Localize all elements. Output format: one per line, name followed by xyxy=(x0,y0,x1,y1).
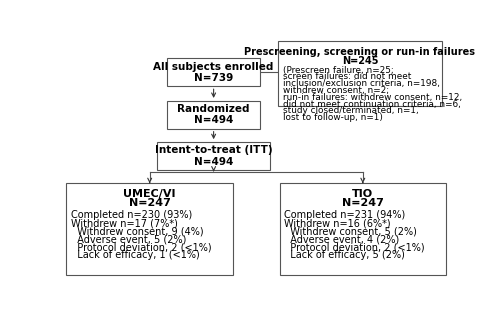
Text: TIO: TIO xyxy=(352,189,374,199)
Text: Withdrew consent, 9 (4%): Withdrew consent, 9 (4%) xyxy=(71,226,204,236)
Bar xyxy=(280,183,446,276)
Text: N=739: N=739 xyxy=(194,73,233,83)
Text: Withdrew consent, 5 (2%): Withdrew consent, 5 (2%) xyxy=(284,226,417,236)
Bar xyxy=(158,142,270,170)
Text: did not meet continuation criteria, n=6,: did not meet continuation criteria, n=6, xyxy=(284,100,461,109)
Text: Adverse event, 5 (2%): Adverse event, 5 (2%) xyxy=(71,234,186,244)
Text: Withdrew n=17 (7%*): Withdrew n=17 (7%*) xyxy=(71,218,178,228)
Text: N=494: N=494 xyxy=(194,157,234,167)
Text: run-in failures: withdrew consent, n=12,: run-in failures: withdrew consent, n=12, xyxy=(284,93,463,102)
Text: N=494: N=494 xyxy=(194,115,234,125)
Text: screen failures: did not meet: screen failures: did not meet xyxy=(284,72,412,82)
Text: N=245: N=245 xyxy=(342,56,378,66)
Text: All subjects enrolled: All subjects enrolled xyxy=(154,62,274,72)
Text: withdrew consent, n=2;: withdrew consent, n=2; xyxy=(284,86,390,95)
Text: N=247: N=247 xyxy=(129,198,170,208)
Bar xyxy=(66,183,233,276)
Text: Prescreening, screening or run-in failures: Prescreening, screening or run-in failur… xyxy=(244,47,476,57)
Text: Randomized: Randomized xyxy=(178,104,250,114)
Text: Lack of efficacy, 1 (<1%): Lack of efficacy, 1 (<1%) xyxy=(71,250,200,260)
Text: Completed n=231 (94%): Completed n=231 (94%) xyxy=(284,210,406,220)
Text: Lack of efficacy, 5 (2%): Lack of efficacy, 5 (2%) xyxy=(284,250,405,260)
Text: Adverse event, 4 (2%): Adverse event, 4 (2%) xyxy=(284,234,400,244)
Text: UMEC/VI: UMEC/VI xyxy=(124,189,176,199)
Text: lost to follow-up, n=1): lost to follow-up, n=1) xyxy=(284,113,384,122)
Bar xyxy=(278,42,442,106)
Text: Withdrew n=16 (6%*): Withdrew n=16 (6%*) xyxy=(284,218,391,228)
Text: Completed n=230 (93%): Completed n=230 (93%) xyxy=(71,210,192,220)
Text: N=247: N=247 xyxy=(342,198,384,208)
Bar xyxy=(167,101,260,129)
Text: inclusion/exclusion criteria, n=198,: inclusion/exclusion criteria, n=198, xyxy=(284,79,440,88)
Text: Protocol deviation, 2 (<1%): Protocol deviation, 2 (<1%) xyxy=(284,242,425,252)
Text: study closed/terminated, n=1,: study closed/terminated, n=1, xyxy=(284,106,419,115)
Bar xyxy=(167,58,260,86)
Text: Intent-to-treat (ITT): Intent-to-treat (ITT) xyxy=(155,146,272,156)
Text: (Prescreen failure, n=25;: (Prescreen failure, n=25; xyxy=(284,66,394,75)
Text: Protocol deviation, 2 (<1%): Protocol deviation, 2 (<1%) xyxy=(71,242,212,252)
